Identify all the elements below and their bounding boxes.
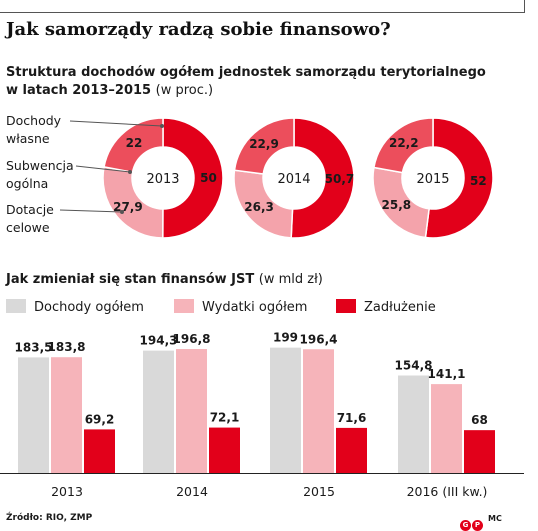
pie-legend-label-1-line-1: ogólna: [6, 176, 48, 191]
pie-legend-label-2-line-1: celowe: [6, 220, 50, 235]
pie-2014-value-label-1: 26,3: [244, 200, 274, 214]
pie-legend-pointer-2: [59, 209, 123, 213]
legend-swatch-expenses: [174, 299, 194, 313]
bar-value-label-2014-2: 72,1: [210, 411, 240, 425]
logo-letter-p: P: [472, 520, 483, 531]
bar-value-label-2013-0: 183,5: [15, 340, 53, 354]
pie-legend-pointer-0: [69, 120, 163, 127]
pie-2015-slice-2: [373, 117, 434, 174]
pie-2013-value-label-2: 22: [126, 136, 143, 150]
legend-label-debt: Zadłużenie: [364, 300, 436, 315]
bar-value-label-2016 (III kw.)-0: 154,8: [395, 358, 433, 372]
pie-2015-slice-1: [372, 166, 430, 239]
bar-2015-1: [303, 349, 334, 473]
pie-legend-pointer-1: [75, 165, 131, 173]
pie-2015-slice-0: [424, 117, 494, 239]
x-tick-label-3: 2016 (III kw.): [407, 484, 488, 499]
pie-2015-center-label: 2015: [416, 172, 449, 187]
pie-legend-label-0-line-1: własne: [6, 131, 50, 146]
pie-2013-slice-1: [102, 165, 164, 239]
legend-swatch-income: [6, 299, 26, 313]
page-title: Jak samorządy radzą sobie finansowo?: [6, 19, 391, 40]
bar-section-title-bold: Jak zmieniał się stan finansów JST: [6, 272, 255, 287]
pie-2013-slice-2: [103, 117, 164, 174]
bar-2013-1: [51, 357, 82, 473]
pie-section-title: Struktura dochodów ogółem jednostek samo…: [6, 64, 486, 100]
pie-legend-label-2-line-0: Dotacje: [6, 202, 54, 217]
pie-2013-value-label-1: 27,9: [113, 200, 143, 214]
bar-2013-2: [84, 429, 115, 473]
corner-rule: [524, 0, 525, 13]
bar-section-title-unit: (w mld zł): [258, 272, 323, 287]
legend-item-income: Dochody ogółem: [6, 299, 144, 315]
pie-section-title-years: w latach 2013–2015: [6, 83, 152, 98]
pie-2015-value-label-2: 22,2: [389, 136, 419, 150]
bar-2013-0: [18, 357, 49, 473]
bar-value-label-2015-1: 196,4: [300, 332, 338, 346]
author-credit: MC: [488, 514, 502, 523]
bar-2016 (III kw.)-1: [431, 384, 462, 473]
bar-2015-0: [270, 347, 301, 473]
pie-legend-pointer-dot-0: [160, 124, 164, 128]
bar-value-label-2013-1: 183,8: [48, 340, 86, 354]
bar-value-label-2016 (III kw.)-2: 68: [471, 413, 488, 427]
pie-legend-pointer-dot-1: [128, 170, 132, 174]
bar-value-label-2016 (III kw.)-1: 141,1: [428, 367, 466, 381]
legend-label-expenses: Wydatki ogółem: [202, 300, 308, 315]
bar-2016 (III kw.)-2: [464, 430, 495, 473]
pie-legend-pointer-dot-2: [120, 210, 124, 214]
bar-value-label-2015-2: 71,6: [337, 411, 367, 425]
pie-2013-center-label: 2013: [146, 172, 179, 187]
legend-item-expenses: Wydatki ogółem: [174, 299, 307, 315]
pie-section-title-bold: Struktura dochodów ogółem jednostek samo…: [6, 65, 486, 80]
x-tick-label-2: 2015: [303, 484, 335, 499]
source-note: Źródło: RIO, ZMP: [6, 513, 93, 523]
bar-2014-2: [209, 427, 240, 473]
pie-2014-value-label-0: 50,7: [325, 172, 355, 186]
pie-2014-center-label: 2014: [277, 172, 310, 187]
pie-2014-slice-2: [233, 117, 295, 175]
bar-section-title: Jak zmieniał się stan finansów JST (w ml…: [6, 272, 323, 287]
pie-2014-value-label-2: 22,9: [249, 137, 279, 151]
top-rule: [0, 12, 524, 13]
logo-letter-g: G: [460, 520, 471, 531]
pie-2015-value-label-0: 52: [470, 174, 487, 188]
legend-swatch-debt: [336, 299, 356, 313]
bar-2016 (III kw.)-0: [398, 375, 429, 473]
bar-2015-2: [336, 427, 367, 473]
pie-2015-value-label-1: 25,8: [382, 198, 412, 212]
bar-2014-0: [143, 350, 174, 473]
x-tick-label-0: 2013: [51, 484, 83, 499]
bar-value-label-2014-1: 196,8: [173, 332, 211, 346]
pie-2013-value-label-0: 50: [200, 171, 217, 185]
legend-item-debt: Zadłużenie: [336, 299, 436, 315]
pie-2013-slice-0: [162, 117, 224, 239]
bar-value-label-2014-0: 194,3: [140, 334, 178, 348]
bar-value-label-2013-2: 69,2: [85, 412, 115, 426]
bar-value-label-2015-0: 199: [273, 331, 298, 345]
pie-section-title-unit: (w proc.): [155, 83, 214, 98]
legend-label-income: Dochody ogółem: [34, 300, 144, 315]
pie-legend-label-0-line-0: Dochody: [6, 113, 62, 128]
pie-legend-label-1-line-0: Subwencja: [6, 158, 74, 173]
x-tick-label-1: 2014: [176, 484, 208, 499]
bar-2014-1: [176, 349, 207, 473]
pie-2014-slice-0: [290, 117, 355, 239]
